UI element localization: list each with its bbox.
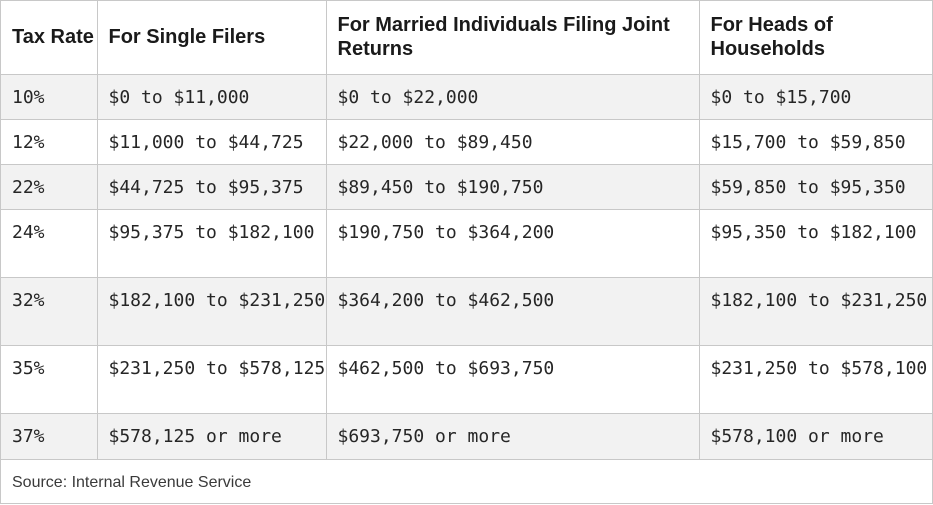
- tax-rate-cell: 35%: [1, 345, 98, 414]
- married-joint-cell: $190,750 to $364,200: [326, 209, 700, 278]
- header-tax-rate: Tax Rate: [1, 1, 98, 75]
- source-row: Source: Internal Revenue Service: [1, 459, 932, 505]
- table-row: 35% $231,250 to $578,125 $462,500 to $69…: [1, 345, 932, 414]
- table-row: 10% $0 to $11,000 $0 to $22,000 $0 to $1…: [1, 74, 932, 120]
- header-single-filers: For Single Filers: [97, 1, 327, 75]
- single-filers-cell: $44,725 to $95,375: [97, 164, 327, 210]
- tax-rate-cell: 24%: [1, 209, 98, 278]
- single-filers-cell: $0 to $11,000: [97, 74, 327, 120]
- single-filers-cell: $182,100 to $231,250: [97, 277, 327, 346]
- header-heads-of-households: For Heads of Households: [699, 1, 932, 75]
- married-joint-cell: $364,200 to $462,500: [326, 277, 700, 346]
- married-joint-cell: $22,000 to $89,450: [326, 119, 700, 165]
- source-note: Source: Internal Revenue Service: [12, 473, 252, 491]
- table-row: 22% $44,725 to $95,375 $89,450 to $190,7…: [1, 164, 932, 210]
- tax-rate-cell: 32%: [1, 277, 98, 346]
- header-married-joint: For Married Individuals Filing Joint Ret…: [326, 1, 700, 75]
- single-filers-cell: $578,125 or more: [97, 413, 327, 460]
- tax-rate-cell: 22%: [1, 164, 98, 210]
- heads-of-households-cell: $578,100 or more: [699, 413, 932, 460]
- married-joint-cell: $0 to $22,000: [326, 74, 700, 120]
- heads-of-households-cell: $231,250 to $578,100: [699, 345, 932, 414]
- heads-of-households-cell: $95,350 to $182,100: [699, 209, 932, 278]
- married-joint-cell: $462,500 to $693,750: [326, 345, 700, 414]
- tax-rate-cell: 12%: [1, 119, 98, 165]
- table-row: 37% $578,125 or more $693,750 or more $5…: [1, 413, 932, 460]
- table-row: 24% $95,375 to $182,100 $190,750 to $364…: [1, 209, 932, 278]
- tax-rate-cell: 10%: [1, 74, 98, 120]
- heads-of-households-cell: $0 to $15,700: [699, 74, 932, 120]
- married-joint-cell: $89,450 to $190,750: [326, 164, 700, 210]
- single-filers-cell: $231,250 to $578,125: [97, 345, 327, 414]
- table-row: 32% $182,100 to $231,250 $364,200 to $46…: [1, 277, 932, 346]
- heads-of-households-cell: $15,700 to $59,850: [699, 119, 932, 165]
- heads-of-households-cell: $59,850 to $95,350: [699, 164, 932, 210]
- table-row: 12% $11,000 to $44,725 $22,000 to $89,45…: [1, 119, 932, 165]
- married-joint-cell: $693,750 or more: [326, 413, 700, 460]
- heads-of-households-cell: $182,100 to $231,250: [699, 277, 932, 346]
- single-filers-cell: $11,000 to $44,725: [97, 119, 327, 165]
- tax-rate-cell: 37%: [1, 413, 98, 460]
- table-header-row: Tax Rate For Single Filers For Married I…: [1, 1, 932, 75]
- single-filers-cell: $95,375 to $182,100: [97, 209, 327, 278]
